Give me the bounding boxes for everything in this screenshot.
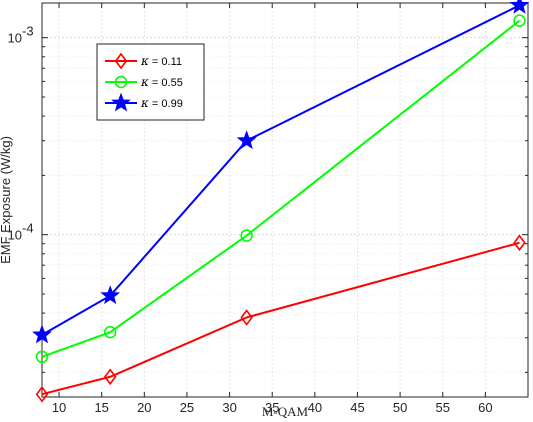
y-tick-label: 10 xyxy=(8,228,22,243)
x-tick-label: 10 xyxy=(52,400,66,415)
data-point xyxy=(513,234,526,252)
plot-frame xyxy=(41,2,529,398)
legend-item: κ = 0.55 xyxy=(105,75,183,89)
data-point xyxy=(103,325,117,339)
y-axis-ticks: 10-410-3 xyxy=(8,24,528,373)
x-tick-label: 15 xyxy=(94,400,108,415)
y-axis-label: EMF Exposure (W/kg) xyxy=(0,136,13,264)
x-tick-label: 55 xyxy=(436,400,450,415)
data-point xyxy=(35,385,49,403)
x-tick-label: 40 xyxy=(308,400,322,415)
x-tick-label: 25 xyxy=(180,400,194,415)
data-point xyxy=(240,229,253,242)
data-point xyxy=(236,130,257,150)
data-point xyxy=(509,0,530,14)
data-point xyxy=(100,285,121,305)
legend-label: κ = 0.99 xyxy=(140,96,183,110)
data-point xyxy=(103,368,117,386)
legend-item: κ = 0.11 xyxy=(105,52,182,70)
legend: κ = 0.11 κ = 0.55 κ = 0.99 xyxy=(96,43,205,121)
data-point xyxy=(35,350,49,364)
series-line xyxy=(41,19,521,358)
data-point xyxy=(114,75,128,89)
series-2 xyxy=(32,0,530,344)
x-tick-label: 35 xyxy=(265,400,279,415)
data-point xyxy=(111,92,131,112)
x-tick-label: 20 xyxy=(137,400,151,415)
series-line xyxy=(41,241,520,396)
legend-label: κ = 0.11 xyxy=(140,54,182,68)
y-tick-exponent: -3 xyxy=(22,24,34,39)
x-axis-label: M-QAM xyxy=(262,404,309,419)
data-point xyxy=(114,52,128,70)
series-0 xyxy=(35,234,526,403)
x-axis-ticks: 10 15 20 25 30 35 40 45 50 55 60 xyxy=(52,3,493,415)
y-tick-exponent: -4 xyxy=(22,221,34,236)
legend-item: κ = 0.99 xyxy=(105,92,183,112)
series-1 xyxy=(35,14,526,364)
x-tick-label: 45 xyxy=(350,400,364,415)
data-point xyxy=(513,14,526,27)
data-point xyxy=(240,309,253,326)
x-tick-label: 60 xyxy=(478,400,492,415)
series-line xyxy=(41,4,520,336)
x-tick-label: 50 xyxy=(393,400,407,415)
data-point xyxy=(32,324,52,344)
legend-label: κ = 0.55 xyxy=(140,75,183,89)
y-tick-label: 10 xyxy=(8,31,22,46)
x-tick-label: 30 xyxy=(222,400,236,415)
series xyxy=(32,0,530,403)
